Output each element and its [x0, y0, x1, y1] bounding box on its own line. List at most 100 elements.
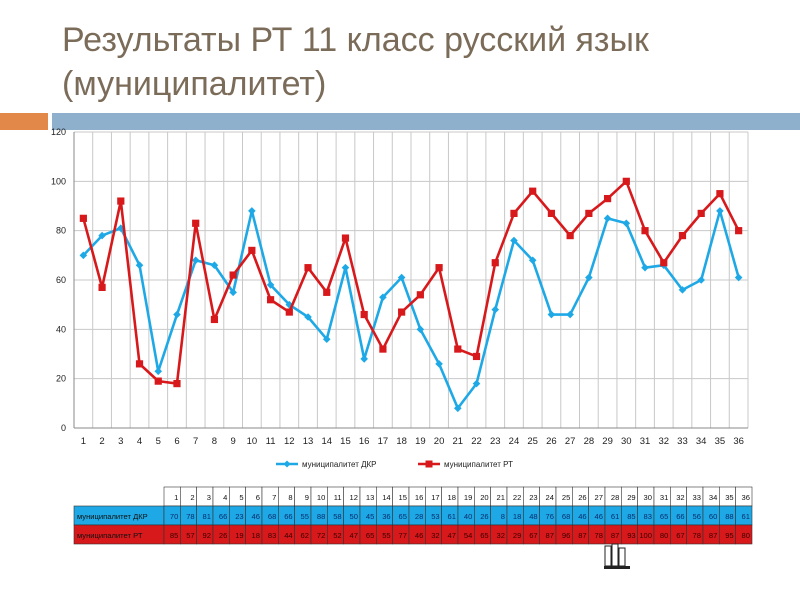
table-cell-value: 12 — [350, 493, 358, 502]
table-cell-value: 61 — [742, 512, 750, 521]
x-tick-label: 28 — [584, 436, 595, 447]
table-cell-value: 18 — [252, 531, 260, 540]
table-cell-value: 36 — [742, 493, 750, 502]
table-cell-value: 32 — [676, 493, 684, 502]
table-cell-value: 76 — [546, 512, 554, 521]
x-tick-label: 10 — [247, 436, 258, 447]
table-cell-value: 81 — [203, 512, 211, 521]
y-tick-label: 60 — [56, 275, 66, 285]
table-cell-value: 67 — [676, 531, 684, 540]
table-cell-value: 100 — [639, 531, 652, 540]
table-cell-value: 46 — [578, 512, 586, 521]
data-point-dkr — [135, 261, 144, 269]
table-row: муниципалитет РТ 85 57 92 26 19 18 83 44 62 72 52 47… — [73, 524, 753, 545]
x-tick-label: 21 — [453, 436, 464, 447]
data-point-rt — [716, 190, 724, 198]
table-cell-value: 77 — [399, 531, 407, 540]
data-point-rt — [379, 345, 387, 353]
data-point-dkr — [304, 313, 312, 321]
x-tick-label: 24 — [509, 436, 520, 447]
table-row-label: муниципалитет РТ — [77, 531, 143, 540]
table-cell-value: 10 — [317, 493, 325, 502]
table-cell-value: 93 — [627, 531, 635, 540]
table-cell-value: 80 — [742, 531, 750, 540]
data-point-rt — [435, 264, 443, 272]
data-point-rt — [641, 227, 649, 235]
table-cell-value: 65 — [399, 512, 407, 521]
legend-label: муниципалитет ДКР — [302, 460, 377, 469]
table-cell-value: 14 — [382, 493, 390, 502]
data-point-rt — [210, 315, 219, 324]
series-line-2 — [82, 180, 740, 385]
y-tick-label: 40 — [56, 324, 66, 334]
table-cell-value: 13 — [366, 493, 374, 502]
table-cell-value: 87 — [709, 531, 717, 540]
data-point-dkr — [229, 288, 237, 297]
data-point-rt — [678, 232, 687, 240]
data-point-rt — [323, 288, 331, 296]
data-point-dkr — [491, 305, 500, 314]
table-cell-value: 23 — [235, 512, 243, 521]
data-point-rt — [248, 246, 256, 254]
table-cell-value: 30 — [644, 493, 652, 502]
table-cell-value: 34 — [709, 493, 717, 502]
table-cell-value: 40 — [464, 512, 472, 521]
table-cell-value: 44 — [284, 531, 292, 540]
data-point-dkr — [416, 325, 425, 334]
x-tick-label: 30 — [621, 436, 632, 447]
table-cell-value: 65 — [480, 531, 488, 540]
x-tick-label: 15 — [340, 436, 351, 447]
table-cell-value: 21 — [497, 493, 505, 502]
data-point-dkr — [341, 263, 350, 272]
table-cell-value: 96 — [562, 531, 570, 540]
x-tick-label: 3 — [118, 436, 123, 447]
table-cell-value: 26 — [219, 531, 227, 540]
table-cell-value: 31 — [660, 493, 668, 502]
x-tick-label: 25 — [527, 436, 538, 447]
data-point-rt — [79, 214, 87, 222]
x-tick-label: 8 — [212, 436, 217, 447]
table-cell-value: 8 — [288, 493, 292, 502]
table-cell-value: 20 — [480, 493, 488, 502]
table-cell-value: 36 — [382, 512, 390, 521]
x-tick-label: 36 — [733, 436, 744, 447]
x-tick-label: 33 — [677, 436, 688, 447]
table-cell-value: 46 — [595, 512, 603, 521]
data-point-rt — [622, 177, 630, 185]
table-cell-value: 65 — [366, 531, 374, 540]
data-point-dkr — [379, 293, 387, 302]
y-tick-label: 80 — [56, 226, 66, 236]
table-cell-value: 72 — [317, 531, 325, 540]
table-cell-value: 2 — [190, 493, 194, 502]
data-point-dkr — [322, 335, 331, 343]
table-cell-value: 78 — [595, 531, 603, 540]
y-tick-label: 20 — [56, 374, 66, 384]
table-cell-value: 28 — [415, 512, 423, 521]
x-tick-label: 11 — [266, 436, 276, 447]
data-point-dkr — [79, 251, 88, 260]
table-cell-value: 35 — [725, 493, 733, 502]
table-cell-value: 6 — [256, 493, 260, 502]
table-cell-value: 83 — [644, 512, 652, 521]
table-cell-value: 54 — [464, 531, 472, 540]
table-cell-value: 24 — [546, 493, 554, 502]
x-tick-label: 6 — [174, 436, 179, 447]
table-cell-value: 9 — [305, 493, 309, 502]
data-point-rt — [454, 345, 462, 353]
table-cell-value: 61 — [448, 512, 456, 521]
data-point-rt — [491, 259, 499, 267]
table-cell-value: 78 — [693, 531, 701, 540]
legend-marker — [425, 460, 433, 468]
table-cell-value: 15 — [399, 493, 407, 502]
table-cell-value: 50 — [350, 512, 358, 521]
data-point-dkr — [510, 236, 518, 245]
data-point-rt — [529, 187, 537, 195]
table-cell-value: 80 — [660, 531, 668, 540]
table-cell-value: 25 — [562, 493, 570, 502]
data-point-dkr — [360, 355, 368, 363]
data-point-dkr — [117, 224, 125, 232]
data-point-rt — [135, 360, 144, 368]
data-point-rt — [510, 209, 518, 217]
table-cell-value: 19 — [464, 493, 472, 502]
